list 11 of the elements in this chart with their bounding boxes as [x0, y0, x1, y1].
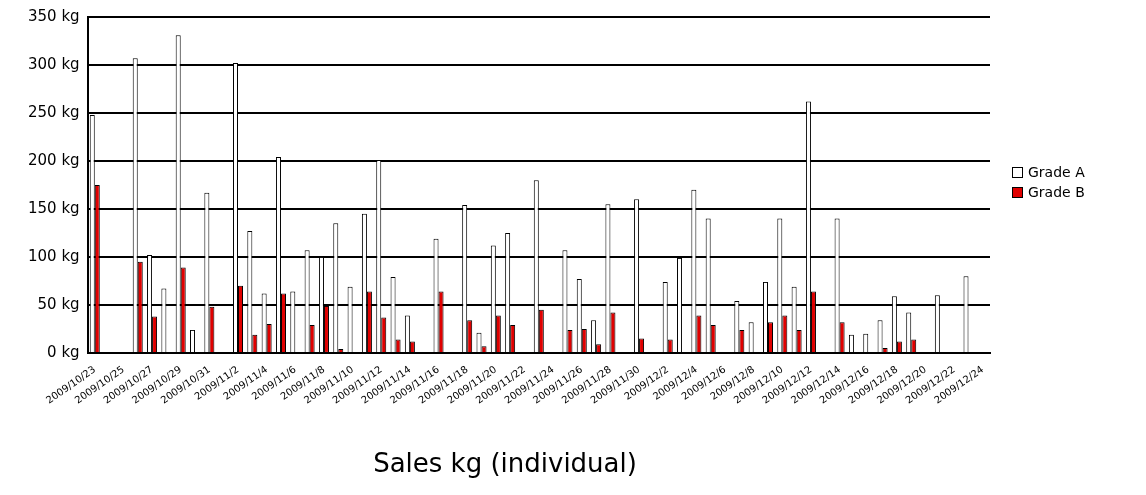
y-tick-label: 50 kg	[37, 294, 80, 313]
legend-label: Grade B	[1028, 184, 1085, 200]
text: Sales kg (individual)	[373, 448, 637, 479]
y-tick-label: 350 kg	[28, 6, 80, 25]
y-tick-label: 100 kg	[28, 246, 80, 265]
y-tick-label: 200 kg	[28, 150, 80, 169]
y-tick-label: 150 kg	[28, 198, 80, 217]
text: Grade A	[1028, 164, 1085, 180]
y-tick-label: 300 kg	[28, 54, 80, 73]
y-tick-label: 0 kg	[47, 342, 80, 361]
y-tick-label: 250 kg	[28, 102, 80, 121]
